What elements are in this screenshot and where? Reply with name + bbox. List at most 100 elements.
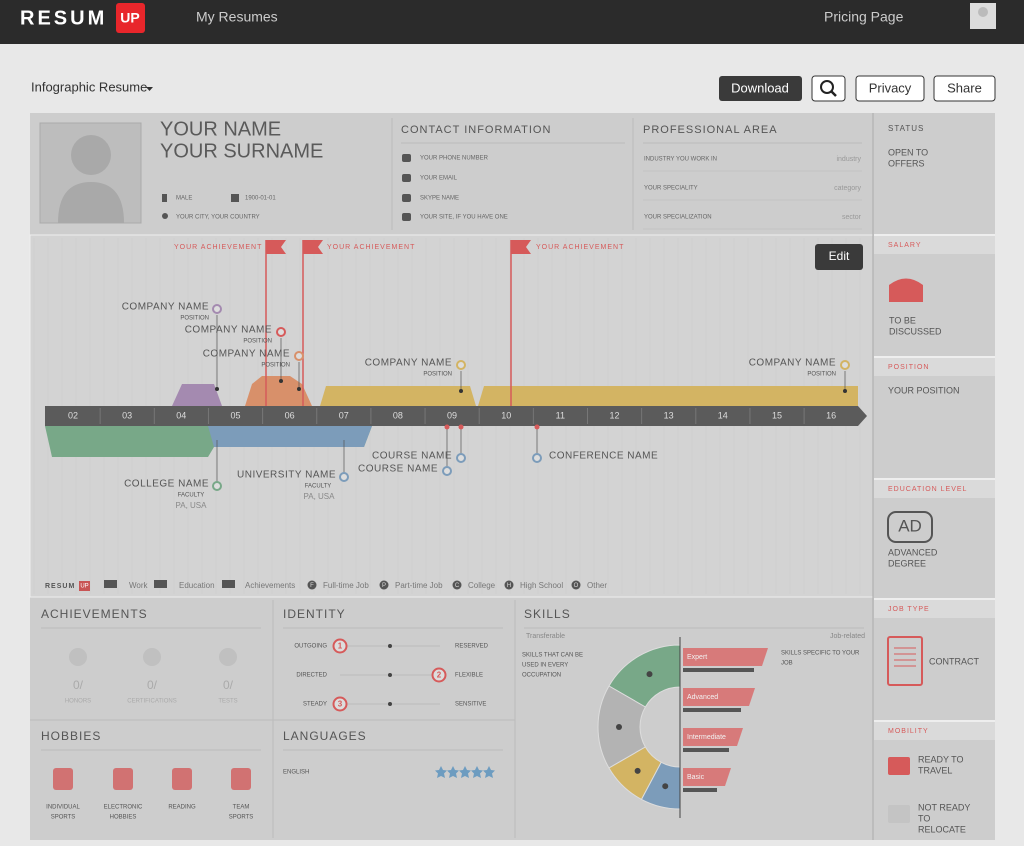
label: SENSITIVE — [455, 702, 486, 708]
section-title: PROFESSIONAL AREA — [643, 124, 778, 136]
star — [447, 766, 459, 778]
marker — [212, 304, 222, 314]
skill-dot — [634, 767, 641, 774]
sidebar-band — [874, 236, 995, 254]
sidebar-band — [874, 722, 995, 740]
label: JOB — [781, 661, 793, 667]
label: ELECTRONIC — [104, 805, 143, 811]
label: INDUSTRY YOU WORK IN — [644, 157, 717, 163]
position-label: POSITION — [180, 316, 209, 322]
label: FLEXIBLE — [455, 673, 483, 679]
button[interactable] — [719, 76, 802, 101]
year-label: 11 — [556, 410, 565, 420]
avatar-head — [978, 7, 988, 17]
year-label: 06 — [285, 410, 295, 420]
button-label[interactable]: Privacy — [869, 80, 912, 95]
hobby-icon — [172, 768, 192, 790]
label: ENGLISH — [283, 770, 309, 776]
photo-body — [58, 182, 124, 223]
label: industry — [836, 156, 861, 163]
section-title: SKILLS — [524, 607, 571, 621]
label: USED IN EVERY — [522, 663, 568, 669]
marker — [532, 453, 542, 463]
sidebar-band — [874, 358, 995, 376]
button-label[interactable]: Download — [731, 80, 789, 95]
skill-bar — [683, 648, 768, 666]
icon — [231, 194, 239, 202]
scale-dot — [388, 673, 392, 677]
template-select[interactable]: Infographic Resume — [31, 79, 147, 94]
course-name: COURSE NAME — [372, 451, 452, 462]
sidebar-value: YOUR POSITION — [888, 385, 960, 395]
company-name: COMPANY NAME — [122, 302, 209, 313]
sidebar-title: SALARY — [888, 242, 922, 249]
label: category — [834, 185, 861, 192]
place-label: PA, USA — [304, 492, 336, 501]
star — [483, 766, 495, 778]
legend-icon — [154, 580, 167, 588]
legend-icon — [504, 580, 514, 590]
legend-icon-label: F — [310, 583, 314, 589]
label: YOUR PHONE NUMBER — [420, 156, 489, 162]
button[interactable] — [855, 75, 925, 102]
marker — [458, 424, 464, 430]
edit-button[interactable] — [815, 244, 863, 270]
legend-label: Achievements — [245, 581, 295, 590]
logo-badge-bg — [116, 3, 145, 33]
label: YOUR EMAIL — [420, 176, 458, 182]
skill-bar-shadow — [683, 668, 754, 672]
scale-dot — [388, 644, 392, 648]
legend-logo-badge: UP — [80, 584, 88, 590]
star — [435, 766, 447, 778]
work-bar — [245, 376, 312, 406]
count: 0/ — [147, 678, 158, 692]
skill-dot — [646, 671, 653, 678]
year-label: 12 — [609, 410, 619, 420]
label: 1 — [338, 642, 343, 651]
edit-label[interactable]: Edit — [829, 249, 850, 263]
label: YOUR SPECIALITY — [644, 186, 698, 192]
year-label: 13 — [664, 410, 674, 420]
marker — [294, 351, 304, 361]
legend-label: Full-time Job — [323, 581, 369, 590]
scale-dot — [388, 702, 392, 706]
button-label[interactable]: Share — [947, 80, 982, 95]
label: YOUR SPECIALIZATION — [644, 215, 712, 221]
contract-icon — [887, 636, 923, 686]
button[interactable] — [811, 75, 846, 102]
suitcase-icon — [888, 805, 910, 823]
section-title: ACHIEVEMENTS — [41, 607, 148, 621]
label: 2 — [437, 671, 442, 680]
nav-link[interactable]: My Resumes — [196, 9, 278, 25]
marker — [534, 424, 540, 430]
year-label: 03 — [122, 410, 132, 420]
legend-logo: RESUM — [45, 583, 75, 590]
achievement-icon — [69, 648, 87, 666]
legend-icon-label: H — [507, 583, 511, 589]
nav-link[interactable]: Pricing Page — [824, 9, 904, 25]
scale-marker — [332, 696, 348, 712]
label: HOBBIES — [110, 815, 137, 821]
faculty-label: FACULTY — [305, 484, 332, 490]
year-label: 08 — [393, 410, 403, 420]
marker-dot — [459, 389, 463, 393]
marker — [840, 360, 850, 370]
label: sector — [842, 214, 862, 221]
sidebar-value: RELOCATE — [918, 824, 966, 834]
sidebar-title: EDUCATION LEVEL — [888, 486, 967, 493]
marker — [212, 481, 222, 491]
skill-level: Advanced — [687, 694, 718, 701]
label: STEADY — [303, 702, 327, 708]
label: SKYPE NAME — [420, 196, 459, 202]
label: INDIVIDUAL — [46, 805, 80, 811]
flag — [511, 240, 531, 254]
star — [459, 766, 471, 778]
legend-icon — [571, 580, 581, 590]
skill-bar — [683, 768, 731, 786]
marker — [444, 424, 450, 430]
icon — [402, 194, 411, 202]
skill-bar — [683, 728, 743, 746]
button[interactable] — [933, 75, 996, 102]
year-label: 05 — [230, 410, 240, 420]
label: HONORS — [65, 699, 91, 705]
